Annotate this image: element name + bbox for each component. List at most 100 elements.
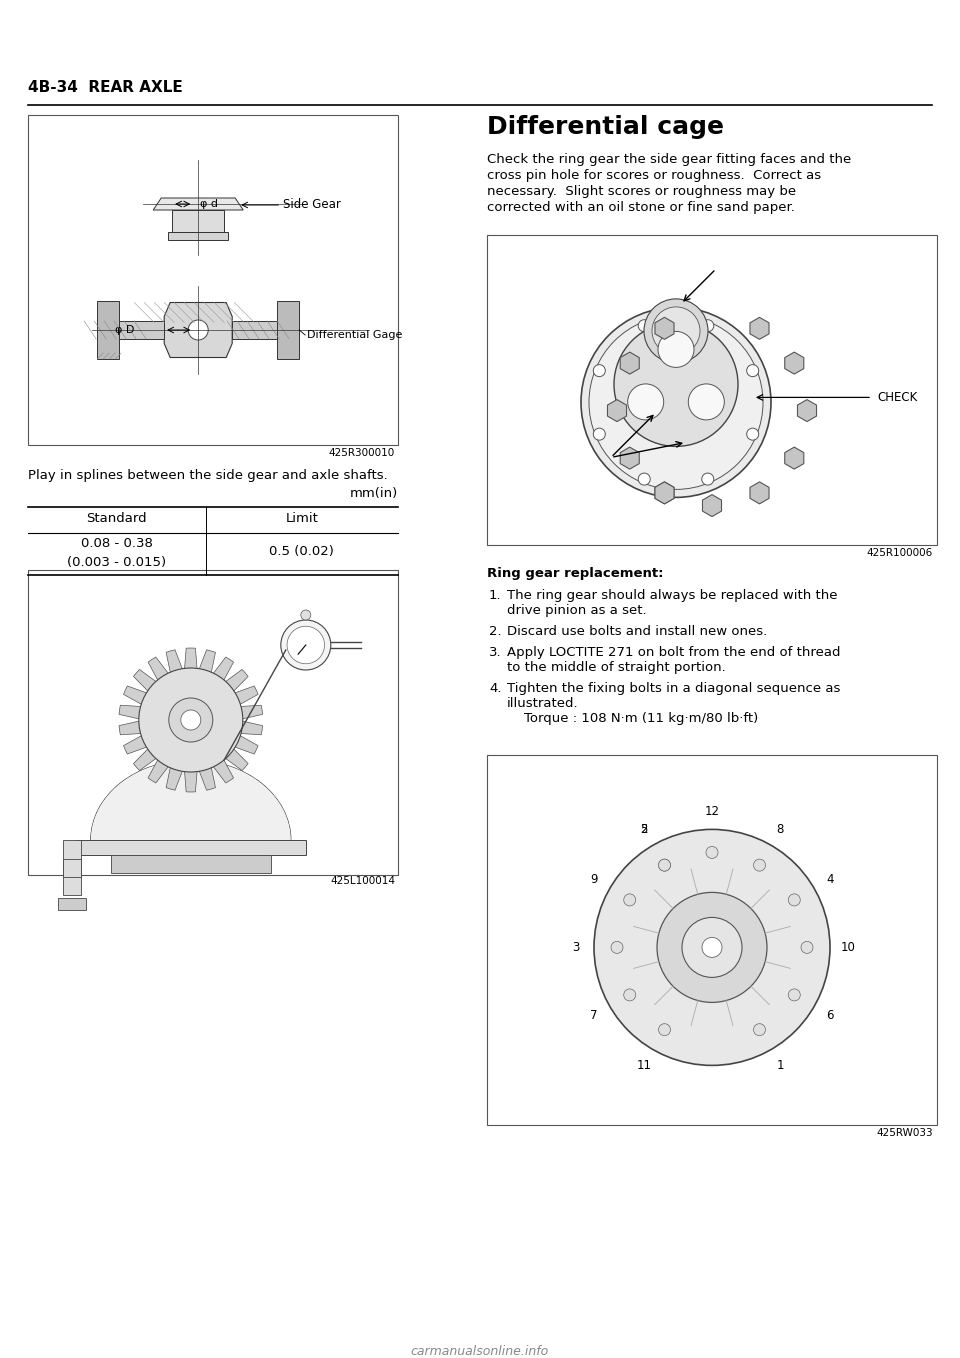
Text: 11: 11 (636, 1059, 652, 1071)
Circle shape (682, 918, 742, 978)
Polygon shape (620, 447, 639, 469)
Circle shape (624, 989, 636, 1001)
Bar (28, 115, 398, 445)
Polygon shape (154, 198, 243, 210)
Text: Tighten the fixing bolts in a diagonal sequence as: Tighten the fixing bolts in a diagonal s… (507, 682, 840, 695)
Bar (63, 841, 81, 895)
Circle shape (638, 319, 650, 331)
Bar (487, 755, 937, 1124)
Circle shape (788, 989, 801, 1001)
Text: illustrated.: illustrated. (507, 697, 579, 710)
Polygon shape (224, 748, 248, 770)
Polygon shape (232, 320, 277, 340)
Bar (97, 301, 119, 359)
Circle shape (702, 319, 714, 331)
Text: cross pin hole for scores or roughness.  Correct as: cross pin hole for scores or roughness. … (487, 168, 821, 182)
Bar (58, 898, 86, 910)
Polygon shape (124, 686, 149, 705)
Text: drive pinion as a set.: drive pinion as a set. (507, 604, 647, 617)
Bar (110, 856, 271, 873)
Text: corrected with an oil stone or fine sand paper.: corrected with an oil stone or fine sand… (487, 201, 795, 215)
Circle shape (659, 860, 670, 870)
Text: Differential cage: Differential cage (487, 115, 724, 139)
Circle shape (659, 860, 670, 870)
Circle shape (180, 710, 201, 731)
Polygon shape (184, 770, 197, 792)
Text: Differential Gage: Differential Gage (307, 330, 402, 340)
Text: 0.08 - 0.38
(0.003 - 0.015): 0.08 - 0.38 (0.003 - 0.015) (67, 536, 166, 569)
Circle shape (658, 331, 694, 368)
Text: The ring gear should always be replaced with the: The ring gear should always be replaced … (507, 589, 837, 602)
Circle shape (754, 1024, 765, 1036)
Text: Apply LOCTITE 271 on bolt from the end of thread: Apply LOCTITE 271 on bolt from the end o… (507, 646, 841, 659)
Polygon shape (239, 705, 263, 720)
Circle shape (659, 1024, 670, 1036)
Text: to the middle of straight portion.: to the middle of straight portion. (507, 661, 726, 674)
Circle shape (169, 698, 213, 741)
Text: 12: 12 (705, 805, 719, 818)
Circle shape (706, 846, 718, 858)
Circle shape (644, 299, 708, 363)
Text: carmanualsonline.info: carmanualsonline.info (411, 1344, 549, 1358)
Circle shape (280, 621, 331, 669)
Text: 0.5 (0.02): 0.5 (0.02) (270, 545, 334, 558)
Text: 9: 9 (590, 873, 598, 885)
Circle shape (300, 610, 311, 621)
Polygon shape (750, 482, 769, 504)
Circle shape (581, 307, 771, 497)
Bar (168, 232, 228, 240)
Circle shape (702, 937, 722, 957)
Text: Torque : 108 N·m (11 kg·m/80 lb·ft): Torque : 108 N·m (11 kg·m/80 lb·ft) (507, 712, 758, 725)
Text: necessary.  Slight scores or roughness may be: necessary. Slight scores or roughness ma… (487, 185, 796, 198)
Polygon shape (784, 352, 804, 373)
Text: Play in splines between the side gear and axle shafts.: Play in splines between the side gear an… (28, 469, 388, 482)
Circle shape (702, 473, 714, 485)
Text: 1: 1 (777, 1059, 783, 1071)
Circle shape (628, 384, 663, 420)
Polygon shape (119, 721, 143, 735)
Circle shape (638, 473, 650, 485)
Polygon shape (148, 758, 169, 784)
Text: mm(in): mm(in) (349, 488, 398, 500)
Text: 425R300010: 425R300010 (328, 448, 395, 458)
Text: CHECK: CHECK (877, 391, 917, 403)
Polygon shape (124, 735, 149, 754)
Bar (172, 210, 225, 232)
Polygon shape (199, 649, 215, 674)
Text: Ring gear replacement:: Ring gear replacement: (487, 568, 663, 580)
Text: 4B-34  REAR AXLE: 4B-34 REAR AXLE (28, 80, 182, 95)
Polygon shape (199, 766, 215, 790)
Text: 2.: 2. (489, 625, 502, 638)
Polygon shape (655, 482, 674, 504)
Text: 3.: 3. (489, 646, 502, 659)
Text: 4: 4 (826, 873, 833, 885)
Circle shape (611, 941, 623, 953)
Circle shape (754, 860, 765, 870)
Polygon shape (224, 669, 248, 693)
Polygon shape (239, 721, 263, 735)
Polygon shape (166, 766, 183, 790)
Bar (63, 860, 81, 877)
Bar (277, 301, 300, 359)
Circle shape (747, 365, 758, 376)
Polygon shape (148, 657, 169, 682)
Text: 3: 3 (572, 941, 580, 953)
Text: 2: 2 (640, 823, 648, 837)
Circle shape (801, 941, 813, 953)
Circle shape (624, 894, 636, 906)
Circle shape (594, 830, 830, 1066)
Bar (76, 841, 306, 856)
Circle shape (614, 322, 738, 447)
Circle shape (589, 315, 763, 489)
Polygon shape (784, 447, 804, 469)
Circle shape (593, 365, 606, 376)
Circle shape (657, 892, 767, 1002)
Text: 8: 8 (777, 823, 783, 837)
Polygon shape (703, 494, 722, 516)
Circle shape (287, 626, 324, 664)
Text: φ d: φ d (201, 200, 218, 209)
Polygon shape (233, 686, 258, 705)
Polygon shape (655, 482, 674, 504)
Text: Standard: Standard (86, 512, 147, 526)
Text: 1.: 1. (489, 589, 502, 602)
